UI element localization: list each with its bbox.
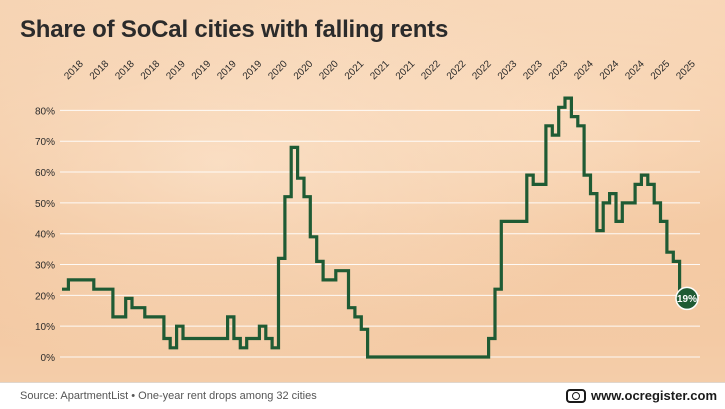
camera-icon xyxy=(566,389,586,403)
x-tick-label: 2020 xyxy=(317,58,341,82)
series-line xyxy=(62,98,686,357)
y-tick-label: 50% xyxy=(35,199,55,210)
x-tick-label: 2022 xyxy=(419,58,443,82)
y-tick-label: 80% xyxy=(35,106,55,117)
x-tick-label: 2020 xyxy=(266,58,290,82)
x-tick-label: 2019 xyxy=(241,58,265,82)
x-tick-label: 2018 xyxy=(62,58,86,82)
x-tick-label: 2022 xyxy=(445,58,469,82)
y-tick-label: 40% xyxy=(35,230,55,241)
x-tick-label: 2019 xyxy=(164,58,188,82)
x-tick-label: 2023 xyxy=(521,58,545,82)
x-tick-label: 2022 xyxy=(470,58,494,82)
x-tick-label: 2021 xyxy=(368,58,392,82)
x-tick-label: 2018 xyxy=(88,58,112,82)
y-tick-label: 0% xyxy=(41,353,56,364)
end-label-text: 19% xyxy=(677,294,697,305)
y-tick-label: 20% xyxy=(35,291,55,302)
x-tick-label: 2021 xyxy=(394,58,418,82)
data-series: 19% xyxy=(62,98,698,357)
y-axis-ticks: 0% 10% 20% 30% 40% 50% 60% 70% 80% xyxy=(35,106,55,364)
x-tick-label: 2024 xyxy=(572,58,596,82)
x-tick-label: 2024 xyxy=(598,58,622,82)
x-tick-label: 2018 xyxy=(113,58,137,82)
x-tick-label: 2021 xyxy=(343,58,367,82)
footer-bar: Source: ApartmentList • One-year rent dr… xyxy=(0,382,725,409)
source-note: Source: ApartmentList • One-year rent dr… xyxy=(20,390,317,402)
x-tick-label: 2025 xyxy=(674,58,698,82)
y-tick-label: 60% xyxy=(35,168,55,179)
y-tick-label: 70% xyxy=(35,137,55,148)
x-tick-label: 2023 xyxy=(547,58,571,82)
brand[interactable]: www.ocregister.com xyxy=(566,388,717,403)
x-tick-label: 2018 xyxy=(139,58,163,82)
y-tick-label: 30% xyxy=(35,261,55,272)
x-tick-label: 2023 xyxy=(496,58,520,82)
x-tick-label: 2024 xyxy=(623,58,647,82)
x-tick-label: 2025 xyxy=(649,58,673,82)
x-tick-label: 2019 xyxy=(215,58,239,82)
x-tick-label: 2020 xyxy=(292,58,316,82)
brand-url: www.ocregister.com xyxy=(591,388,717,403)
x-tick-label: 2019 xyxy=(190,58,214,82)
gridlines xyxy=(60,110,700,357)
y-tick-label: 10% xyxy=(35,322,55,333)
